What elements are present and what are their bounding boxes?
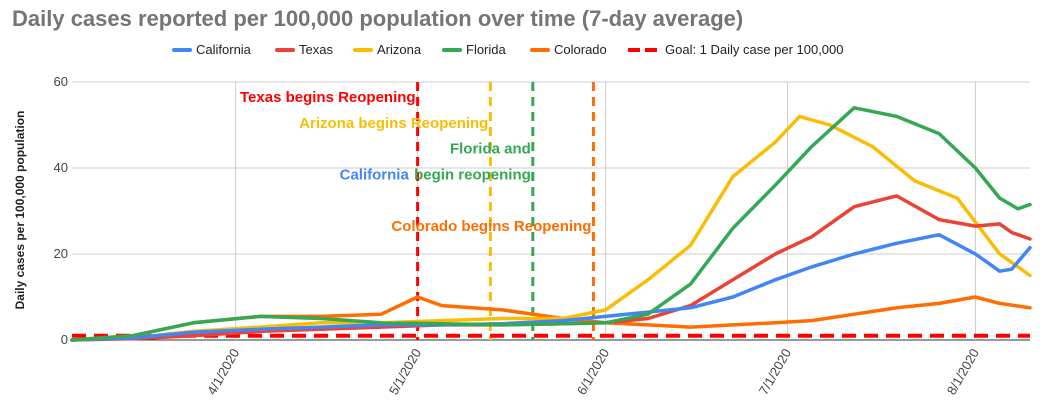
annotation-label: Florida and xyxy=(450,141,531,158)
legend-label: Arizona xyxy=(377,42,422,57)
annotation-label: Colorado begins Reopening xyxy=(391,218,591,235)
legend-label: Florida xyxy=(466,42,507,57)
y-tick-label: 40 xyxy=(54,160,68,175)
y-tick-label: 20 xyxy=(54,246,68,261)
annotation-label: California xyxy=(340,166,410,183)
legend-label: Colorado xyxy=(554,42,607,57)
series-line-arizona xyxy=(70,114,1032,342)
annotation-label: Texas begins Reopening xyxy=(240,89,416,106)
x-tick-label: 6/1/2020 xyxy=(574,346,612,397)
x-tick-label: 5/1/2020 xyxy=(386,346,424,397)
y-tick-label: 0 xyxy=(61,332,68,347)
grid xyxy=(72,81,1030,341)
annotation-label: Arizona begins Reopening xyxy=(299,115,488,132)
x-axis: 4/1/2020 5/1/2020 6/1/2020 7/1/2020 8/1/2020 xyxy=(204,346,982,397)
series-line-texas xyxy=(70,194,1032,342)
legend-label: California xyxy=(196,42,252,57)
series-line-california xyxy=(70,232,1032,342)
legend-label: Goal: 1 Daily case per 100,000 xyxy=(665,42,844,57)
y-tick-label: 60 xyxy=(54,74,68,89)
legend: California Texas Arizona Florida Colorado Goa… xyxy=(172,42,844,57)
x-tick-label: 8/1/2020 xyxy=(944,346,982,397)
x-tick-label: 4/1/2020 xyxy=(204,346,242,397)
series-line-florida xyxy=(70,106,1032,342)
legend-label: Texas xyxy=(299,42,333,57)
series xyxy=(70,106,1032,342)
chart-title: Daily cases reported per 100,000 populat… xyxy=(12,6,743,31)
x-tick-label: 7/1/2020 xyxy=(756,346,794,397)
annotations: Texas begins Reopening Arizona begins Reo… xyxy=(240,82,595,340)
annotation-label: begin reopening xyxy=(414,166,531,183)
y-axis-label: Daily cases per 100,000 population xyxy=(13,111,27,310)
y-axis: 0 20 40 60 xyxy=(54,74,68,347)
